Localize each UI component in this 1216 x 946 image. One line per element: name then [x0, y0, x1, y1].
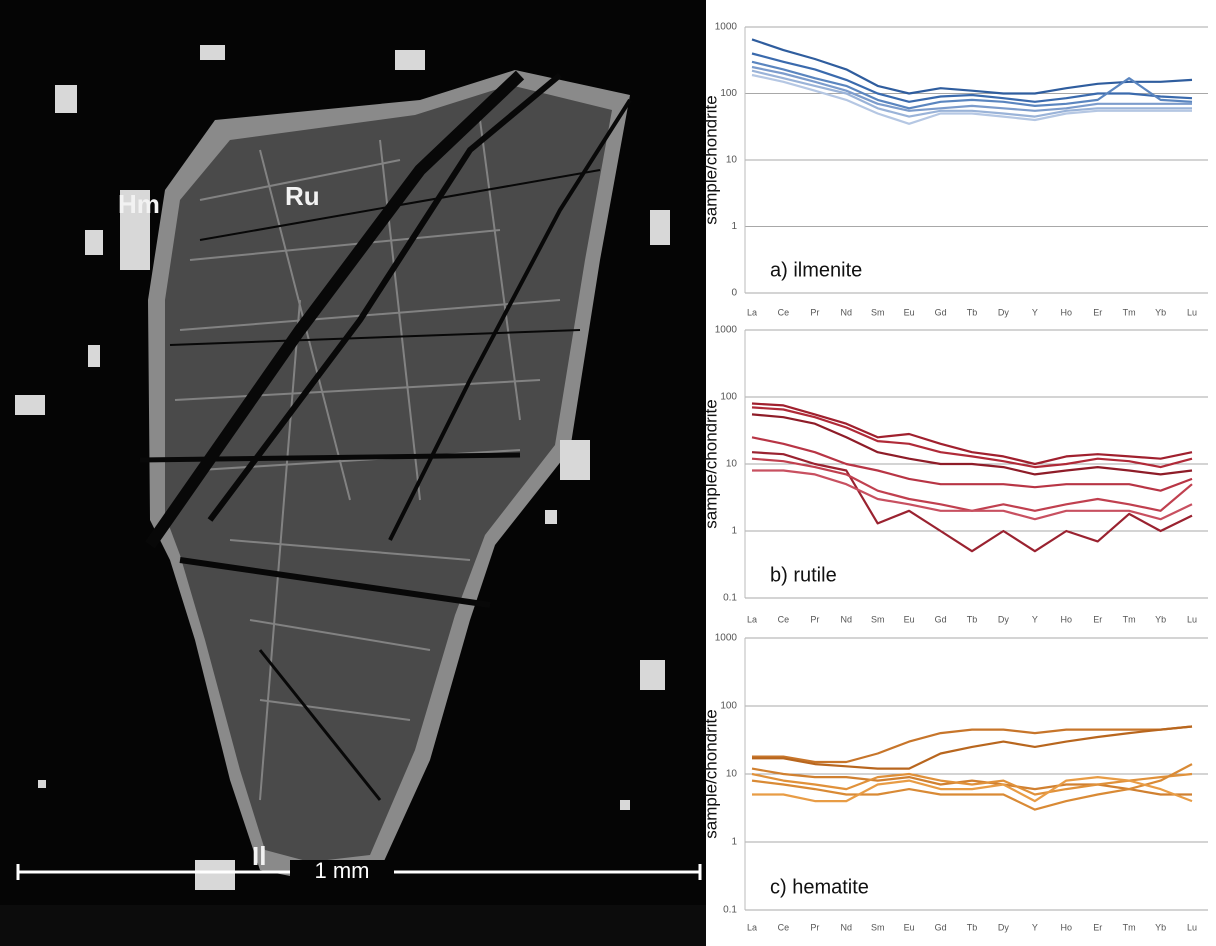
x-tick-label: Tb	[967, 614, 978, 624]
y-tick-label: 1	[731, 221, 737, 232]
y-tick-label: 0	[731, 288, 737, 299]
series-line	[752, 404, 1192, 465]
series-line	[752, 764, 1192, 810]
x-tick-label: Y	[1032, 922, 1038, 932]
y-tick-label: 0.1	[723, 905, 737, 916]
image-label: Ru	[285, 181, 320, 211]
y-tick-label: 100	[720, 88, 737, 99]
x-tick-label: Dy	[998, 922, 1009, 932]
x-tick-label: Sm	[871, 307, 885, 317]
chart-annotation: a) ilmenite	[770, 259, 862, 281]
y-tick-label: 10	[726, 459, 738, 470]
x-tick-label: Nd	[841, 307, 853, 317]
x-tick-label: Sm	[871, 614, 885, 624]
series-line	[752, 727, 1192, 763]
x-tick-label: Eu	[904, 307, 915, 317]
x-tick-label: Tm	[1123, 614, 1136, 624]
x-tick-label: La	[747, 307, 757, 317]
x-tick-label: Er	[1093, 307, 1102, 317]
y-axis-label: sample/chondrite	[701, 95, 720, 224]
y-tick-label: 100	[720, 701, 737, 712]
x-tick-label: Tm	[1123, 922, 1136, 932]
x-tick-label: Ho	[1061, 307, 1073, 317]
bse-image: Hm Ru Il 1 mm	[0, 0, 706, 946]
x-tick-label: Dy	[998, 307, 1009, 317]
x-tick-label: Gd	[935, 307, 947, 317]
y-tick-label: 1	[731, 837, 737, 848]
x-tick-label: Lu	[1187, 922, 1197, 932]
x-tick-label: Sm	[871, 922, 885, 932]
series-line	[752, 67, 1192, 111]
x-tick-label: Tm	[1123, 307, 1136, 317]
y-tick-label: 1000	[715, 22, 738, 33]
series-line	[752, 471, 1192, 520]
x-tick-label: Nd	[841, 614, 853, 624]
y-tick-label: 10	[726, 769, 738, 780]
x-tick-label: Pr	[810, 307, 819, 317]
x-tick-label: Yb	[1155, 922, 1166, 932]
x-tick-label: La	[747, 922, 757, 932]
y-tick-label: 1000	[715, 633, 738, 644]
x-tick-label: Ho	[1061, 614, 1073, 624]
y-axis-label: sample/chondrite	[701, 399, 720, 528]
chart-annotation: b) rutile	[770, 564, 837, 586]
x-tick-label: Ho	[1061, 922, 1073, 932]
x-tick-label: Y	[1032, 614, 1038, 624]
x-tick-label: Pr	[810, 614, 819, 624]
series-line	[752, 39, 1192, 93]
image-label: Il	[252, 841, 266, 871]
x-tick-label: Ce	[778, 307, 790, 317]
x-tick-label: Gd	[935, 614, 947, 624]
y-tick-label: 100	[720, 392, 737, 403]
y-tick-label: 10	[726, 155, 738, 166]
x-tick-label: Yb	[1155, 614, 1166, 624]
x-tick-label: Eu	[904, 922, 915, 932]
x-tick-label: Y	[1032, 307, 1038, 317]
x-tick-label: Yb	[1155, 307, 1166, 317]
x-tick-label: Lu	[1187, 614, 1197, 624]
x-tick-label: Ce	[778, 922, 790, 932]
y-tick-label: 0.1	[723, 593, 737, 604]
x-tick-label: Er	[1093, 614, 1102, 624]
y-tick-label: 1	[731, 526, 737, 537]
y-axis-label: sample/chondrite	[701, 709, 720, 838]
x-tick-label: Er	[1093, 922, 1102, 932]
x-tick-label: La	[747, 614, 757, 624]
x-tick-label: Lu	[1187, 307, 1197, 317]
scale-bar-label: 1 mm	[315, 858, 370, 883]
image-label: Hm	[118, 189, 160, 219]
chart-annotation: c) hematite	[770, 876, 869, 898]
x-tick-label: Nd	[841, 922, 853, 932]
x-tick-label: Gd	[935, 922, 947, 932]
x-tick-label: Tb	[967, 307, 978, 317]
series-line	[752, 62, 1192, 109]
x-tick-label: Tb	[967, 922, 978, 932]
x-tick-label: Dy	[998, 614, 1009, 624]
x-tick-label: Eu	[904, 614, 915, 624]
x-tick-label: Pr	[810, 922, 819, 932]
x-tick-label: Ce	[778, 614, 790, 624]
figure: Hm Ru Il 1 mm 0 1 10 100 1000 La Ce Pr Nd Sm Eu Gd T…	[0, 0, 1216, 946]
y-tick-label: 1000	[715, 325, 738, 336]
